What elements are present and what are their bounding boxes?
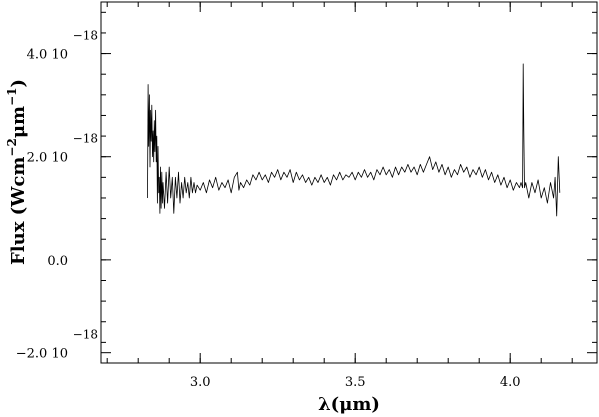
y-tick-exponent: −18 (73, 29, 98, 43)
y-axis-title-end: ) (8, 79, 29, 88)
x-tick-label: 3.0 (190, 375, 211, 390)
x-tick-label: 3.5 (345, 375, 366, 390)
spectrum-line (147, 63, 561, 217)
y-axis-title-sup1: −2 (5, 138, 19, 156)
axis-tick-labels: 3.0 3.5 4.0 4.0 10 −18 2.0 10 −18 0.0 −2.0 10 −18 (16, 29, 521, 390)
plot-frame (100, 1, 598, 364)
y-tick-exponent: −18 (73, 132, 98, 146)
y-tick-label: 4.0 10 (27, 48, 68, 63)
y-tick-label: −2.0 10 (16, 347, 68, 362)
y-tick-label: 2.0 10 (27, 151, 68, 166)
y-axis-title-mid: μm (8, 106, 29, 138)
x-axis-title: λ(μm) (318, 394, 380, 415)
x-tick-label: 4.0 (500, 375, 521, 390)
y-tick-label: 0.0 (47, 254, 68, 269)
y-axis-title-sup2: −1 (5, 88, 19, 106)
y-tick-exponent: −18 (73, 328, 98, 342)
axis-ticks (101, 2, 597, 364)
y-axis-title: Flux (Wcm−2μm−1) (5, 79, 29, 265)
y-axis-title-main: Flux (Wcm (8, 157, 29, 265)
